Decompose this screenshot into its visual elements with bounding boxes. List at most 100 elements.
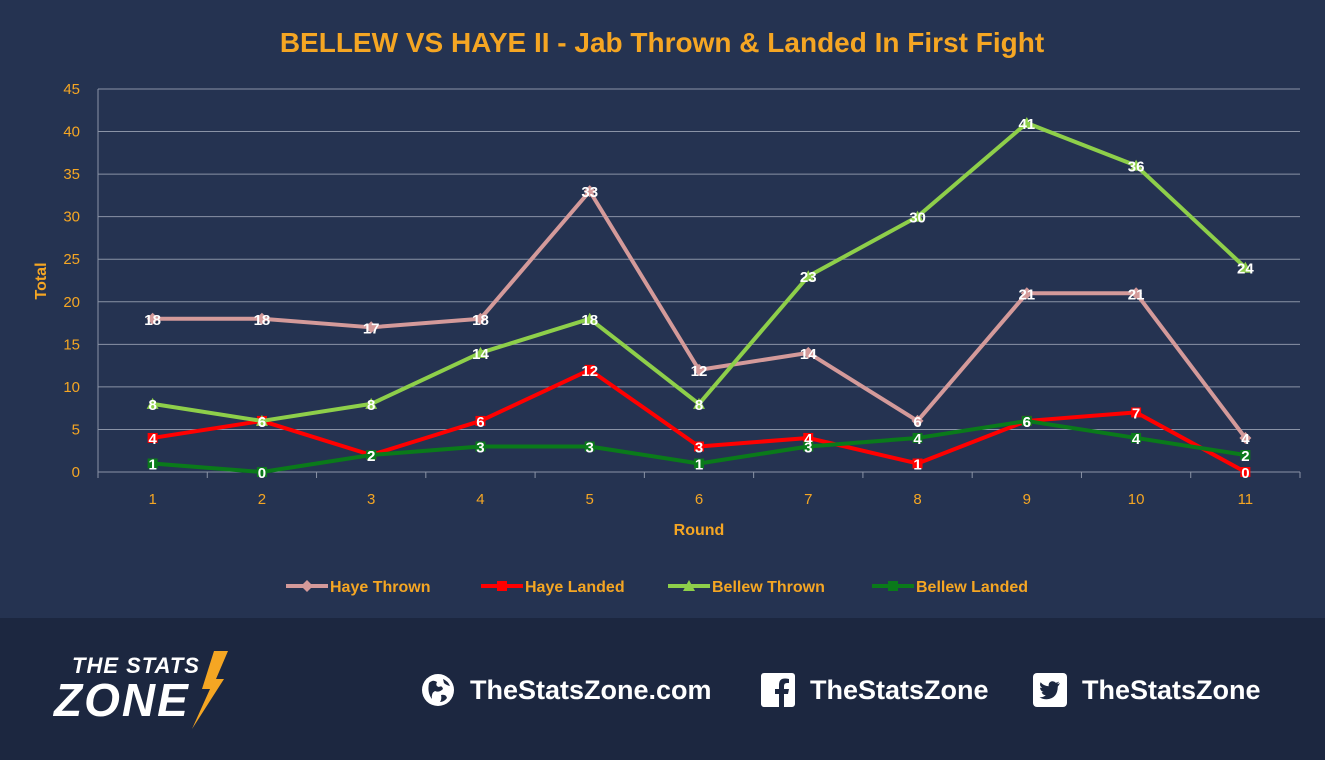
data-label: 41 [1018, 116, 1035, 133]
logo-line-2: ZONE [54, 674, 190, 726]
legend-label: Haye Landed [525, 579, 625, 596]
data-label: 6 [913, 414, 921, 431]
data-point [255, 414, 268, 426]
data-point [1130, 159, 1143, 171]
data-point [1240, 449, 1251, 460]
data-point [694, 458, 704, 469]
legend-label: Bellew Landed [916, 579, 1028, 596]
twitter-text: TheStatsZone [1082, 674, 1261, 705]
chart-title: BELLEW VS HAYE II - Jab Thrown & Landed … [280, 27, 1044, 58]
legend-label: Haye Thrown [330, 579, 430, 596]
data-point [1239, 431, 1252, 444]
legend-marker [888, 581, 898, 591]
data-point [693, 397, 705, 409]
website-text: TheStatsZone.com [470, 674, 712, 705]
data-label: 12 [581, 363, 598, 380]
data-label: 6 [1023, 414, 1031, 431]
data-label: 6 [258, 414, 266, 431]
data-point [583, 312, 596, 324]
data-point [1131, 432, 1142, 443]
data-point [475, 441, 486, 452]
data-point [255, 312, 268, 325]
stats-zone-logo: THE STATS ZONE [52, 645, 292, 735]
data-point [256, 467, 267, 477]
data-point [1131, 407, 1142, 418]
legend-marker [301, 580, 313, 592]
data-label: 1 [148, 456, 156, 473]
data-label: 8 [695, 397, 703, 414]
data-label: 6 [258, 414, 266, 431]
data-point [146, 312, 159, 325]
data-label: 8 [148, 397, 156, 414]
data-point [147, 458, 158, 469]
x-axis-title: Round [674, 522, 725, 539]
footer [0, 618, 1325, 760]
data-label: 1 [695, 456, 703, 473]
data-point [1021, 415, 1032, 426]
data-point [693, 363, 705, 376]
y-tick-label: 15 [63, 336, 80, 353]
x-tick-label: 11 [1238, 491, 1254, 508]
data-label: 23 [800, 269, 817, 286]
data-label: 33 [581, 184, 598, 201]
data-label: 0 [1241, 465, 1249, 482]
x-tick-label: 5 [586, 491, 594, 508]
chart-area: BELLEW VS HAYE II - Jab Thrown & Landed … [0, 0, 1325, 618]
x-tick-label: 4 [476, 491, 484, 508]
y-tick-label: 10 [63, 379, 80, 396]
legend-marker [497, 581, 507, 591]
data-label: 4 [148, 431, 157, 448]
y-axis-title: Total [33, 262, 50, 299]
data-label: 3 [586, 439, 594, 456]
data-label: 21 [1018, 286, 1035, 303]
data-label: 12 [691, 363, 708, 380]
data-label: 4 [913, 431, 922, 448]
data-point [912, 432, 923, 443]
x-tick-label: 9 [1023, 491, 1031, 508]
data-point [584, 441, 595, 452]
data-label: 21 [1128, 286, 1145, 303]
data-point [694, 441, 704, 452]
data-label: 2 [367, 448, 375, 465]
x-tick-label: 1 [148, 491, 156, 508]
line-chart: BELLEW VS HAYE II - Jab Thrown & Landed … [33, 27, 1301, 596]
x-tick-label: 3 [367, 491, 375, 508]
data-label: 1 [913, 456, 921, 473]
data-point [474, 346, 487, 358]
data-point [1020, 287, 1033, 300]
website-link[interactable]: TheStatsZone.com [420, 668, 712, 712]
x-tick-label: 7 [804, 491, 812, 508]
data-point [147, 432, 158, 443]
data-point [474, 312, 487, 325]
data-point [366, 449, 377, 460]
data-point [146, 397, 159, 409]
y-tick-label: 30 [63, 209, 80, 226]
data-label: 4 [1132, 431, 1141, 448]
data-point [803, 432, 814, 443]
data-label: 18 [144, 312, 161, 329]
legend-label: Bellew Thrown [712, 579, 825, 596]
data-label: 8 [367, 397, 375, 414]
data-point [912, 458, 923, 469]
y-tick-label: 5 [72, 421, 80, 438]
twitter-link[interactable]: TheStatsZone [1032, 668, 1261, 712]
y-tick-label: 25 [63, 251, 80, 268]
data-label: 14 [800, 346, 817, 363]
data-label: 36 [1128, 159, 1145, 176]
y-tick-label: 0 [72, 464, 80, 481]
x-tick-label: 6 [695, 491, 703, 508]
facebook-link[interactable]: TheStatsZone [760, 668, 989, 712]
data-label: 14 [472, 346, 489, 363]
data-label: 3 [476, 439, 484, 456]
data-point [1130, 287, 1143, 300]
x-tick-label: 8 [913, 491, 921, 508]
x-tick-label: 10 [1128, 491, 1145, 508]
data-label: 18 [472, 312, 489, 329]
data-point [803, 441, 814, 452]
data-label: 3 [695, 439, 703, 456]
data-point [1239, 261, 1252, 273]
data-point [1020, 117, 1033, 129]
data-point [583, 185, 596, 198]
y-tick-label: 20 [63, 294, 80, 311]
